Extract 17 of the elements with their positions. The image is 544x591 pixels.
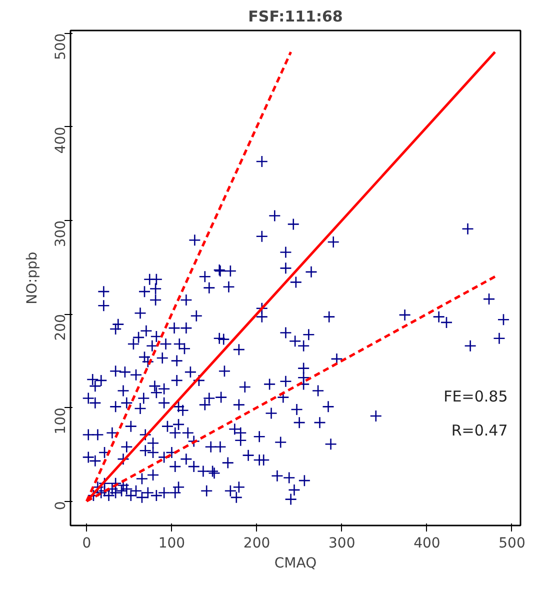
y-tick-label: 100 <box>53 408 69 434</box>
annotation: R=0.47 <box>451 421 508 440</box>
annotation: FE=0.85 <box>444 388 508 406</box>
y-tick-label: 400 <box>53 126 69 154</box>
y-tick-label: 200 <box>53 314 69 341</box>
y-tick-label: 0 <box>53 501 69 510</box>
x-tick-label: 200 <box>243 536 270 552</box>
y-tick-label: 300 <box>53 220 69 248</box>
y-tick-label: 500 <box>53 33 69 60</box>
x-tick-label: 100 <box>158 536 186 552</box>
x-tick-label: 300 <box>328 536 356 552</box>
x-tick-label: 400 <box>414 536 440 552</box>
y-axis-title: NO:ppb <box>24 252 40 304</box>
x-tick-label: 500 <box>498 536 526 552</box>
x-axis-title: CMAQ <box>274 556 317 572</box>
chart-title: FSF:111:68 <box>248 8 343 26</box>
x-tick-label: 0 <box>82 536 92 552</box>
